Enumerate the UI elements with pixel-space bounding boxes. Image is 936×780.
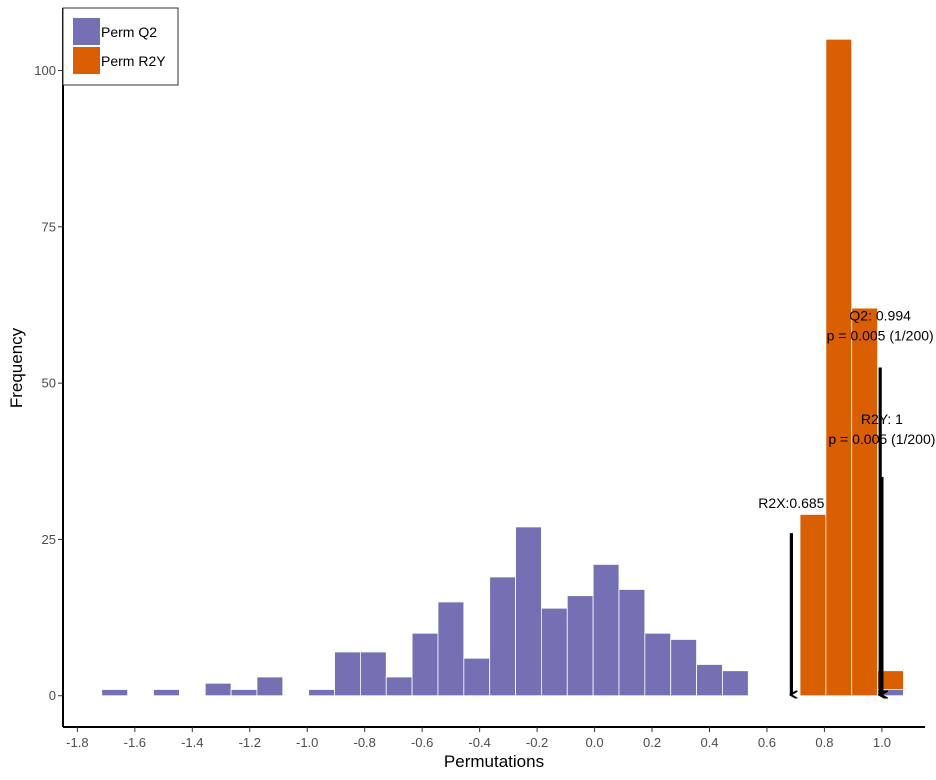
legend-swatch [73,47,100,74]
x-tick-label: -0.8 [353,735,375,750]
bar-perm-r2y [799,514,827,697]
annotations: R2X:0.685 R2Y: 1 p = 0.005 (1/200) Q2: 0.99… [758,308,935,695]
x-tick-label: 0.2 [643,735,661,750]
x-tick-label: -0.6 [411,735,433,750]
bar-perm-q2 [411,632,439,697]
legend-label: Perm Q2 [101,24,157,40]
bar-perm-q2 [566,595,594,697]
annotation-pvalue: p = 0.005 (1/200) [827,328,934,344]
y-tick-label: 75 [42,219,56,234]
legend-label: Perm R2Y [101,53,166,69]
bar-perm-q2 [592,564,620,697]
y-tick-label: 100 [34,63,56,78]
x-axis-label: Permutations [444,752,544,771]
annotation-pvalue: p = 0.005 (1/200) [828,431,935,447]
bar-perm-q2 [515,526,542,697]
bar-perm-q2 [230,689,258,697]
legend-swatch [73,18,100,45]
x-tick-label: 0.6 [758,735,776,750]
bar-perm-r2y [851,307,878,697]
annotation-label: R2X:0.685 [758,495,824,511]
x-tick-label: -0.4 [468,735,490,750]
bar-perm-q2 [334,651,361,697]
bar-perm-q2 [644,632,672,697]
y-tick-label: 0 [49,688,56,703]
annotation-label: R2Y: 1 [861,411,903,427]
axes: -1.8 -1.6 -1.4 -1.2 -1.0 -0.8 -0.6 -0.4 -0.2 0.0 0… [34,8,925,750]
x-tick-label: -1.2 [239,735,261,750]
x-tick-label: 0.8 [815,735,833,750]
bar-perm-q2 [204,682,232,697]
x-tick-label: 0.0 [586,735,604,750]
bar-perm-q2 [153,689,180,697]
bar-perm-q2 [359,651,387,697]
bar-perm-q2 [256,676,284,697]
y-tick-label: 50 [42,376,56,391]
y-axis-label: Frequency [7,327,26,408]
bar-perm-r2y [825,38,853,697]
bar-perm-q2 [308,689,335,697]
bar-perm-q2 [670,639,697,697]
x-tick-label: -1.0 [296,735,318,750]
x-tick-label: 1.0 [873,735,891,750]
bar-perm-q2 [463,657,491,697]
bar-perm-q2 [618,589,646,697]
x-tick-label: -1.6 [124,735,146,750]
x-tick-label: -1.4 [181,735,203,750]
bar-perm-q2 [877,689,904,697]
x-tick-label: -0.2 [526,735,548,750]
y-tick-label: 25 [42,532,56,547]
bar-perm-q2 [541,607,568,697]
annotation-label: Q2: 0.994 [849,308,911,324]
bar-perm-q2 [489,576,516,697]
bar-perm-q2 [722,670,749,697]
x-tick-label: 0.4 [700,735,718,750]
bar-perm-q2 [696,664,723,697]
legend: Perm Q2 Perm R2Y [62,7,179,86]
histogram-bars [101,38,904,697]
bar-perm-q2 [437,601,465,697]
bar-perm-q2 [385,676,413,697]
x-tick-label: -1.8 [66,735,88,750]
bar-perm-q2 [101,689,129,697]
